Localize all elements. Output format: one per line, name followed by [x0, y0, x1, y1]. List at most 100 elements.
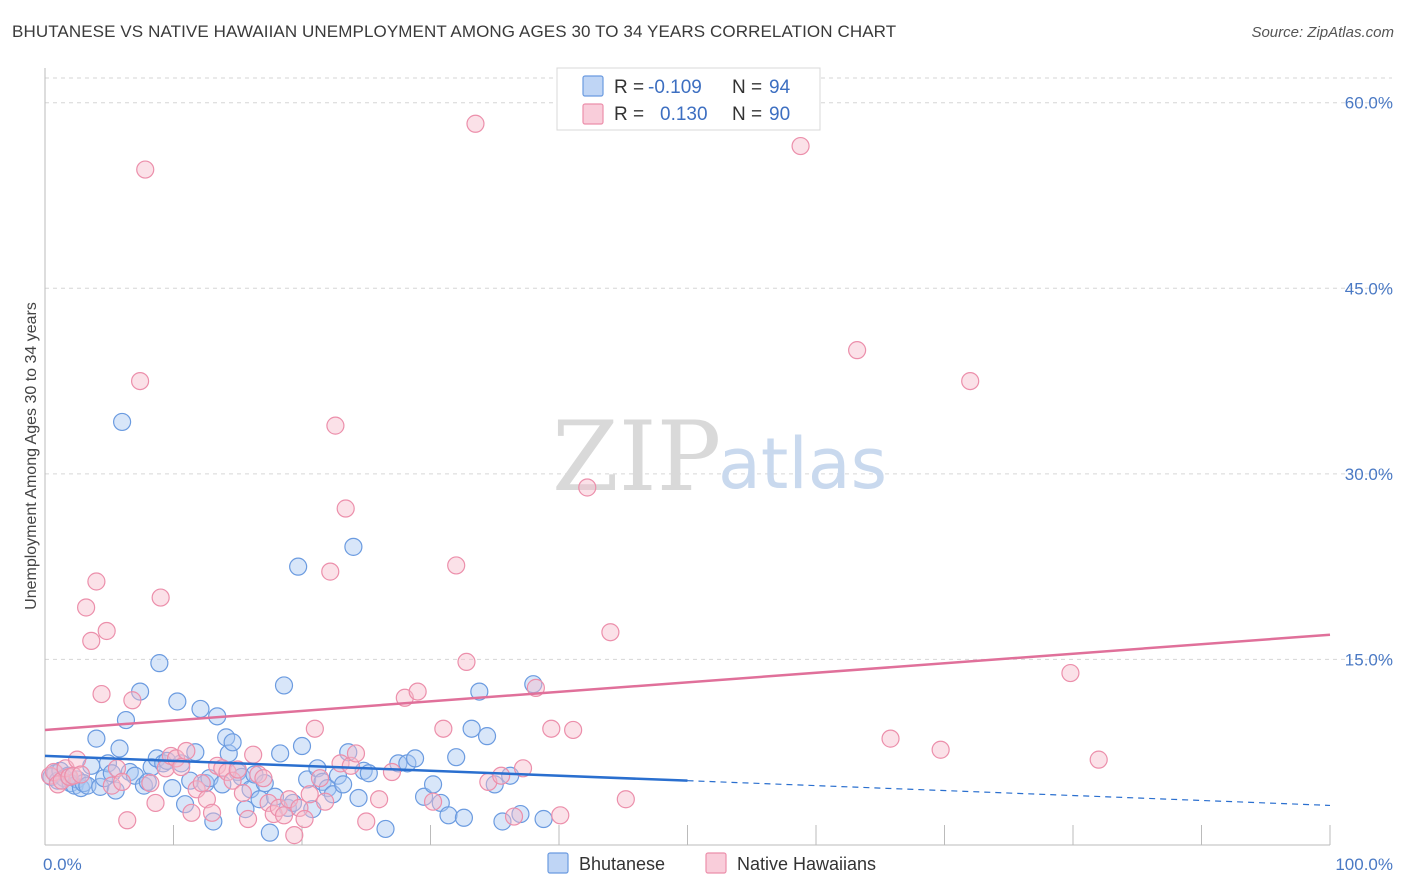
point-native-hawaiians-56: [321, 562, 340, 581]
legend-n-label-bhutanese: N =: [732, 77, 762, 98]
point-native-hawaiians-87: [961, 371, 980, 391]
point-native-hawaiians-27: [172, 757, 191, 777]
trend-line-bhutanese-extension: [687, 780, 1331, 807]
legend-n-value-bhutanese: 94: [769, 77, 791, 98]
point-native-hawaiians-55: [316, 792, 335, 811]
point-native-hawaiians-80: [578, 478, 597, 497]
point-native-hawaiians-8: [71, 765, 91, 784]
trend-lines: [44, 633, 1331, 807]
point-bhutanese-29: [150, 654, 169, 673]
point-native-hawaiians-28: [177, 741, 196, 761]
point-native-hawaiians-40: [238, 809, 258, 829]
legend-n-label-native-hawaiians: N =: [732, 104, 762, 125]
point-native-hawaiians-82: [616, 790, 635, 809]
point-bhutanese-86: [470, 682, 489, 701]
point-native-hawaiians-29: [182, 803, 201, 822]
point-native-hawaiians-32: [197, 790, 217, 809]
point-native-hawaiians-77: [542, 719, 561, 738]
point-native-hawaiians-88: [1061, 663, 1080, 683]
point-native-hawaiians-9: [77, 598, 96, 617]
point-native-hawaiians-13: [97, 621, 116, 641]
point-native-hawaiians-62: [357, 812, 376, 831]
point-bhutanese-93: [534, 809, 553, 829]
point-native-hawaiians-39: [233, 783, 252, 803]
point-native-hawaiians-49: [285, 826, 304, 845]
point-native-hawaiians-14: [102, 776, 121, 795]
watermark-atlas: atlas: [718, 423, 887, 505]
point-native-hawaiians-52: [300, 785, 319, 804]
point-native-hawaiians-38: [228, 760, 247, 779]
legend-label-native-hawaiians: Native Hawaiians: [737, 854, 876, 874]
source-note: Source: ZipAtlas.com: [1251, 24, 1394, 41]
point-native-hawaiians-70: [457, 652, 476, 672]
point-bhutanese-54: [260, 823, 279, 842]
point-bhutanese-75: [376, 819, 395, 839]
point-native-hawaiians-85: [881, 729, 900, 748]
point-bhutanese-78: [405, 749, 425, 768]
point-bhutanese-27: [142, 757, 161, 777]
point-bhutanese-85: [462, 719, 481, 738]
point-native-hawaiians-84: [848, 341, 867, 360]
point-native-hawaiians-7: [68, 750, 87, 769]
point-native-hawaiians-89: [1089, 750, 1108, 769]
point-bhutanese-83: [447, 748, 466, 767]
y-tick-label-0: 15.0%: [1345, 650, 1393, 669]
point-bhutanese-79: [414, 787, 434, 806]
point-native-hawaiians-51: [295, 809, 314, 829]
legend-r-value-native-hawaiians: 0.130: [660, 104, 708, 125]
point-bhutanese-89: [493, 812, 512, 831]
point-native-hawaiians-63: [370, 790, 389, 809]
point-native-hawaiians-69: [447, 556, 466, 575]
trend-line-native-hawaiians: [44, 633, 1331, 732]
legend-r-label-native-hawaiians: R =: [614, 104, 644, 125]
point-bhutanese-46: [223, 733, 242, 752]
point-bhutanese-62: [298, 770, 317, 789]
legend-swatch-bhutanese: [582, 75, 604, 97]
correlation-legend: R = -0.109 N = 94 R = 0.130 N = 90: [556, 67, 821, 131]
point-native-hawaiians-59: [336, 499, 355, 518]
point-native-hawaiians-12: [92, 684, 111, 704]
legend-r-value-bhutanese: -0.109: [648, 77, 702, 98]
point-native-hawaiians-54: [310, 769, 330, 788]
point-native-hawaiians-61: [346, 744, 366, 763]
point-bhutanese-32: [163, 778, 182, 798]
point-native-hawaiians-43: [254, 769, 273, 788]
point-bhutanese-20: [112, 412, 132, 432]
point-bhutanese-60: [289, 557, 308, 576]
point-native-hawaiians-83: [791, 136, 810, 156]
point-native-hawaiians-81: [601, 623, 620, 642]
point-native-hawaiians-50: [290, 798, 309, 817]
watermark: ZIP atlas: [552, 401, 887, 513]
point-bhutanese-33: [168, 692, 187, 711]
point-native-hawaiians-31: [192, 774, 211, 793]
point-bhutanese-87: [477, 727, 497, 746]
point-native-hawaiians-21: [141, 774, 160, 793]
series-native-hawaiians-points: [41, 114, 1108, 845]
y-tick-label-3: 60.0%: [1345, 94, 1393, 113]
point-bhutanese-84: [454, 808, 474, 827]
point-bhutanese-56: [271, 744, 290, 763]
point-native-hawaiians-78: [551, 806, 570, 825]
legend-swatch-bhutanese-bottom: [547, 852, 569, 874]
point-native-hawaiians-19: [130, 371, 150, 391]
point-native-hawaiians-20: [136, 160, 155, 179]
legend-n-value-native-hawaiians: 90: [769, 104, 790, 125]
legend-label-bhutanese: Bhutanese: [579, 854, 665, 874]
point-native-hawaiians-44: [259, 793, 278, 813]
point-native-hawaiians-26: [166, 749, 186, 768]
point-bhutanese-61: [292, 736, 312, 756]
point-bhutanese-69: [334, 775, 353, 794]
chart-title: BHUTANESE VS NATIVE HAWAIIAN UNEMPLOYMEN…: [12, 22, 897, 41]
point-bhutanese-11: [78, 776, 97, 795]
point-bhutanese-13: [87, 729, 106, 748]
point-native-hawaiians-66: [408, 682, 427, 701]
point-native-hawaiians-22: [146, 793, 165, 813]
point-native-hawaiians-57: [326, 416, 345, 435]
x-tick-label-1: 100.0%: [1335, 855, 1393, 874]
legend-swatch-native-hawaiians: [582, 103, 604, 125]
point-native-hawaiians-67: [423, 792, 443, 811]
point-bhutanese-19: [110, 739, 129, 758]
y-tick-label-2: 45.0%: [1345, 279, 1393, 298]
legend-r-label-bhutanese: R =: [614, 77, 644, 98]
